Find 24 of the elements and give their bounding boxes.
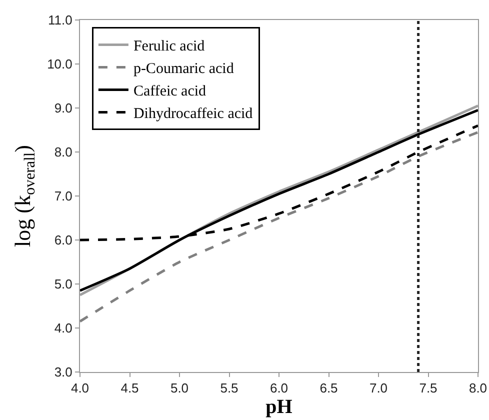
x-tick-label: 7.5 [419,380,438,396]
x-tick-label: 6.5 [320,380,338,396]
y-tick-label: 7.0 [54,188,72,204]
x-tick-label: 5.0 [170,380,189,396]
y-tick-label: 5.0 [54,276,72,292]
legend-label: Caffeic acid [133,84,207,100]
x-tick-label: 7.0 [369,380,388,396]
x-tick-label: 4.0 [70,380,90,396]
y-tick-label: 10.0 [47,56,72,72]
line-series [80,130,478,323]
x-tick-label: 8.0 [468,380,488,396]
x-tick-label: 6.0 [270,380,288,396]
y-tick-label: 11.0 [48,12,72,28]
x-tick-label: 5.5 [220,380,238,396]
y-tick-label: 6.0 [54,232,72,248]
y-tick-label: 8.0 [54,144,72,160]
y-tick-label: 4.0 [54,320,72,336]
y-tick-label: 9.0 [54,100,72,116]
y-tick-label: 3.0 [54,364,72,380]
legend-label: Dihydrocaffeic acid [133,106,254,122]
legend-label: p-Coumaric acid [133,61,234,78]
x-tick-label: 4.5 [120,380,139,396]
x-axis-title: pH [266,396,293,418]
legend-label: Ferulic acid [133,38,206,55]
